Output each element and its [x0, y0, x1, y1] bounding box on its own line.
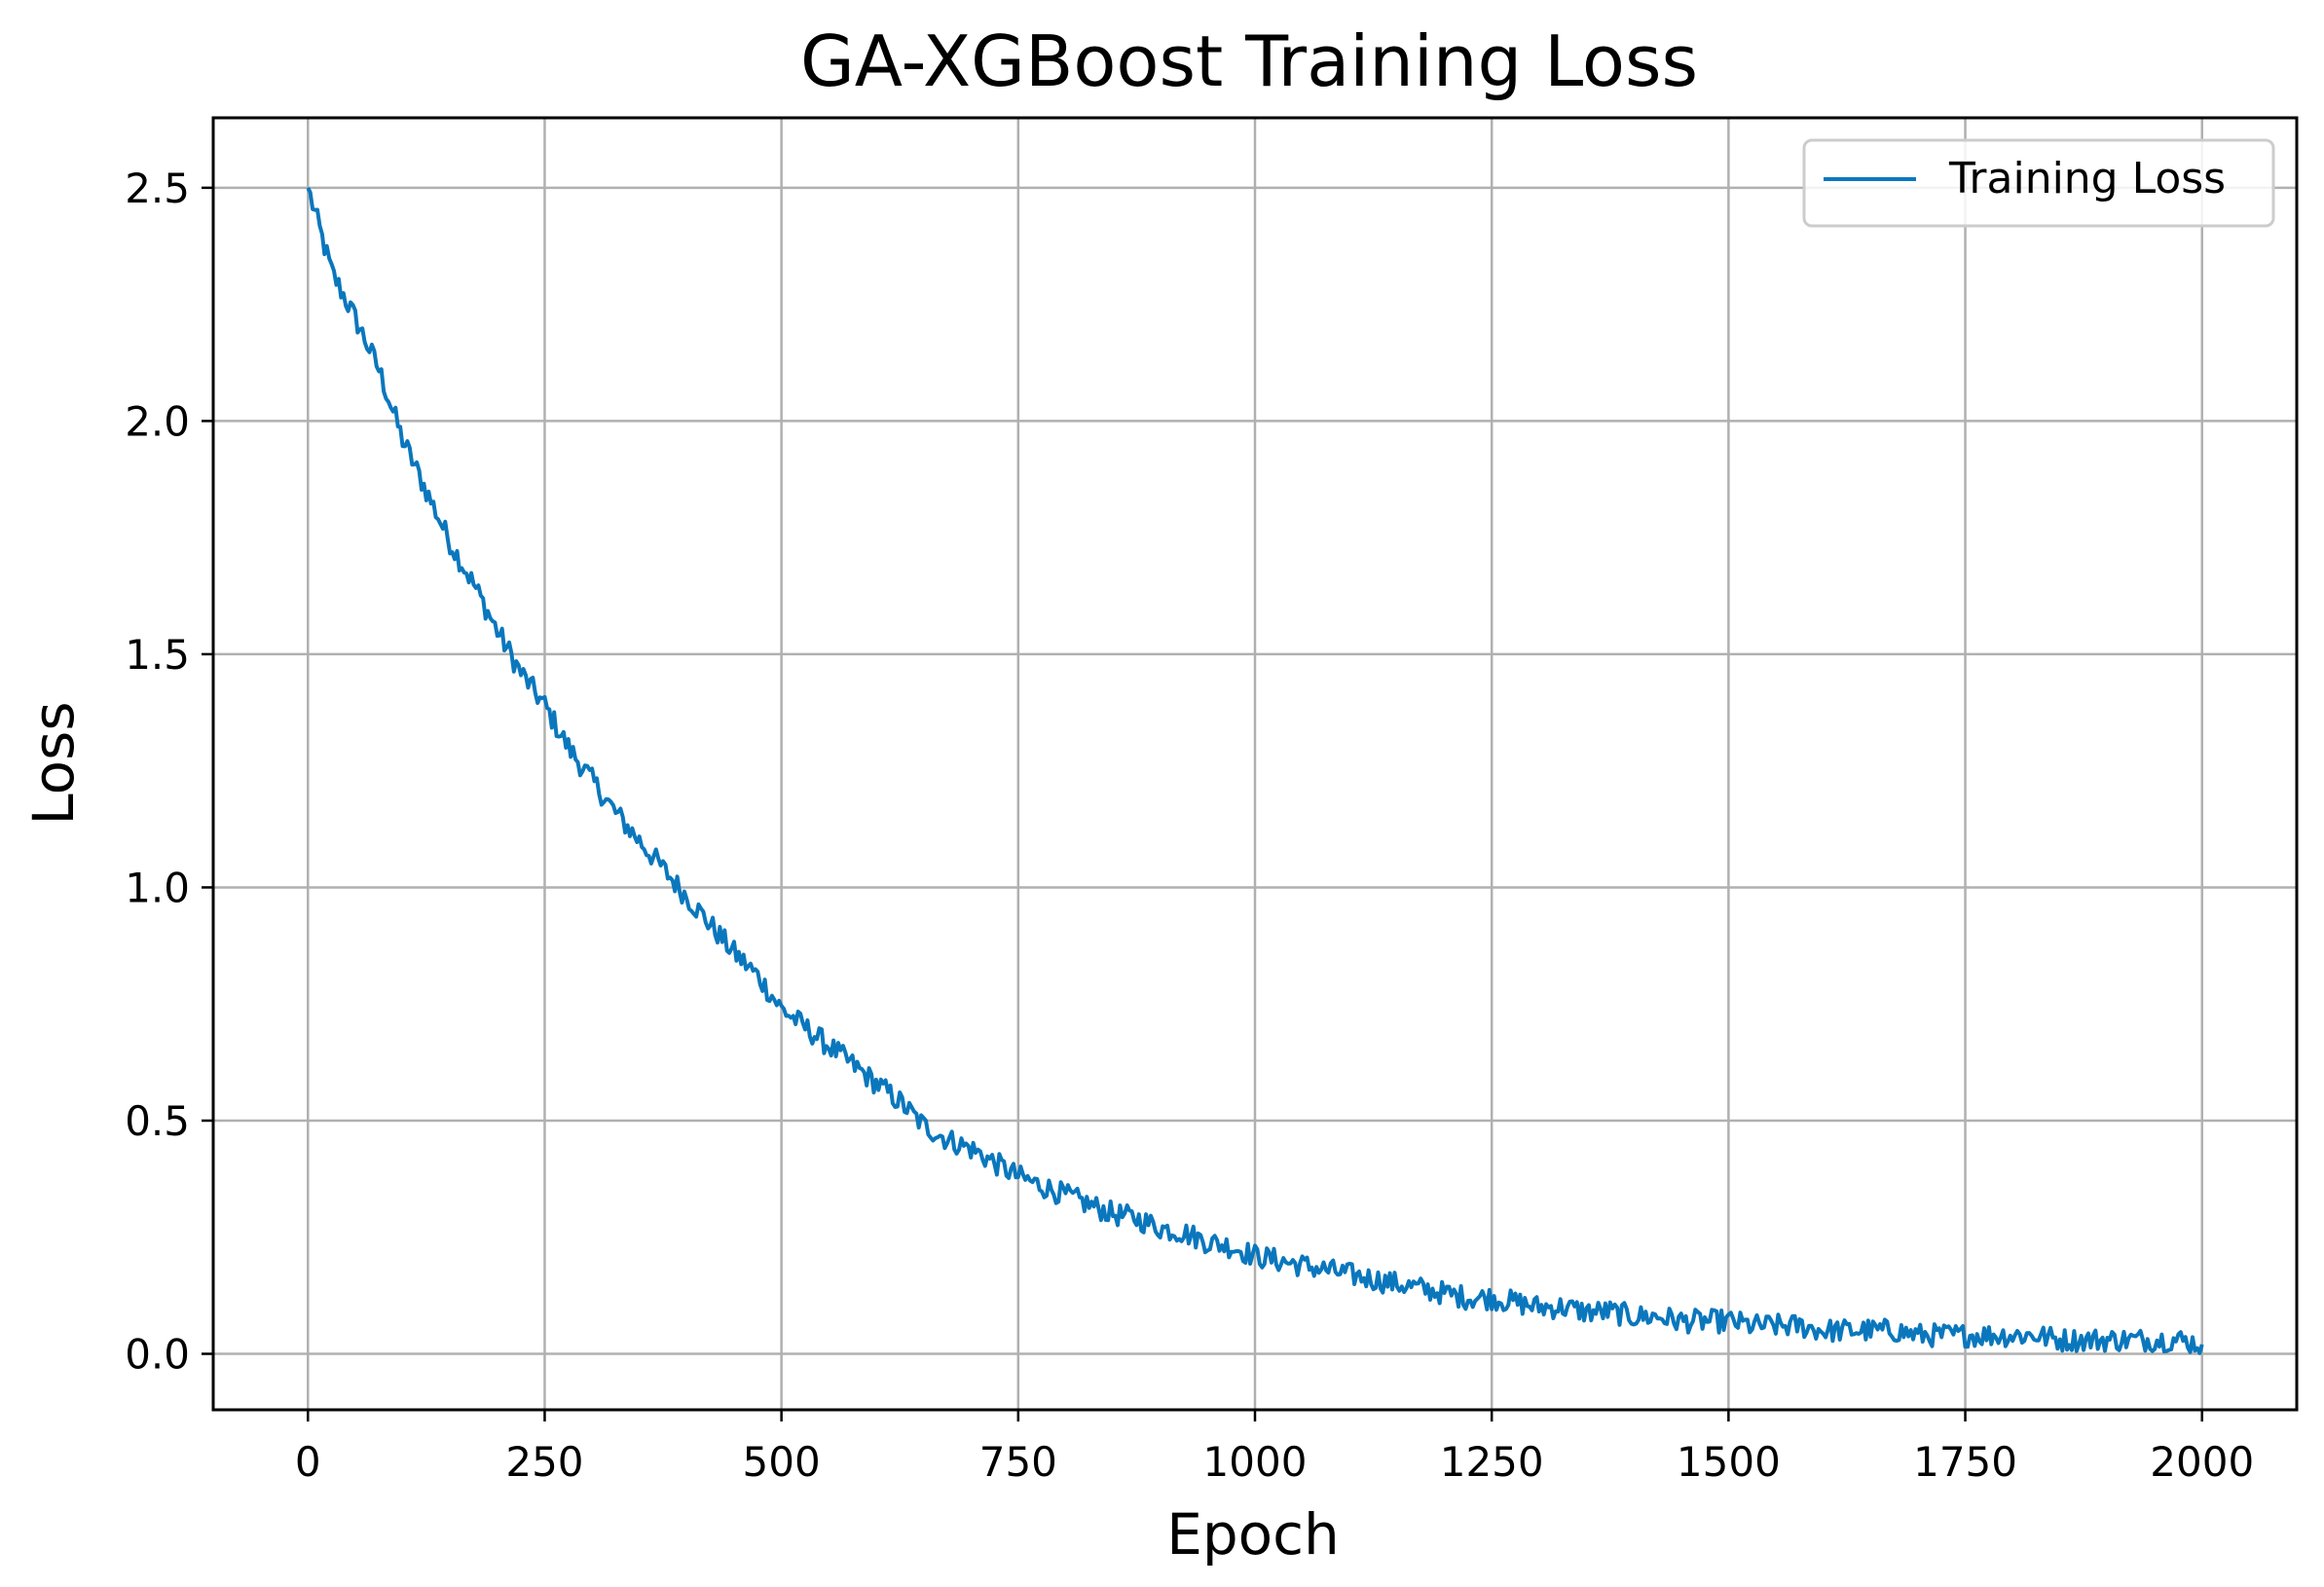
chart-title: GA-XGBoost Training Loss	[800, 20, 1698, 102]
x-tick-label: 1000	[1203, 1438, 1308, 1486]
y-tick-label: 1.0	[125, 864, 190, 911]
x-tick-label: 2000	[2150, 1438, 2254, 1486]
x-tick-label: 1500	[1677, 1438, 1781, 1486]
x-axis-label: Epoch	[1166, 1501, 1340, 1568]
x-tick-label: 0	[295, 1438, 321, 1486]
legend: Training Loss	[1802, 138, 2275, 228]
legend-frame	[1802, 138, 2275, 228]
y-tick-label: 1.5	[125, 631, 190, 679]
y-tick-label: 2.5	[125, 165, 190, 212]
legend-label-training-loss: Training Loss	[1948, 154, 2226, 203]
x-tick-label: 250	[505, 1438, 583, 1486]
y-tick-label: 0.0	[125, 1331, 190, 1379]
x-tick-label: 1750	[1913, 1438, 2017, 1486]
x-tick-label: 1250	[1440, 1438, 1544, 1486]
grid	[213, 118, 2297, 1410]
y-axis-label: Loss	[20, 701, 87, 825]
plot-data	[306, 187, 2204, 1355]
x-tick-label: 750	[979, 1438, 1057, 1486]
axis-ticks: 0 250 500 750 1000 1250 1500 1750 2000 0.0 0.5 1.0 1…	[125, 165, 2254, 1486]
x-tick-label: 500	[743, 1438, 821, 1486]
y-tick-label: 2.0	[125, 397, 190, 445]
training-loss-line	[306, 187, 2204, 1355]
y-tick-label: 0.5	[125, 1097, 190, 1145]
